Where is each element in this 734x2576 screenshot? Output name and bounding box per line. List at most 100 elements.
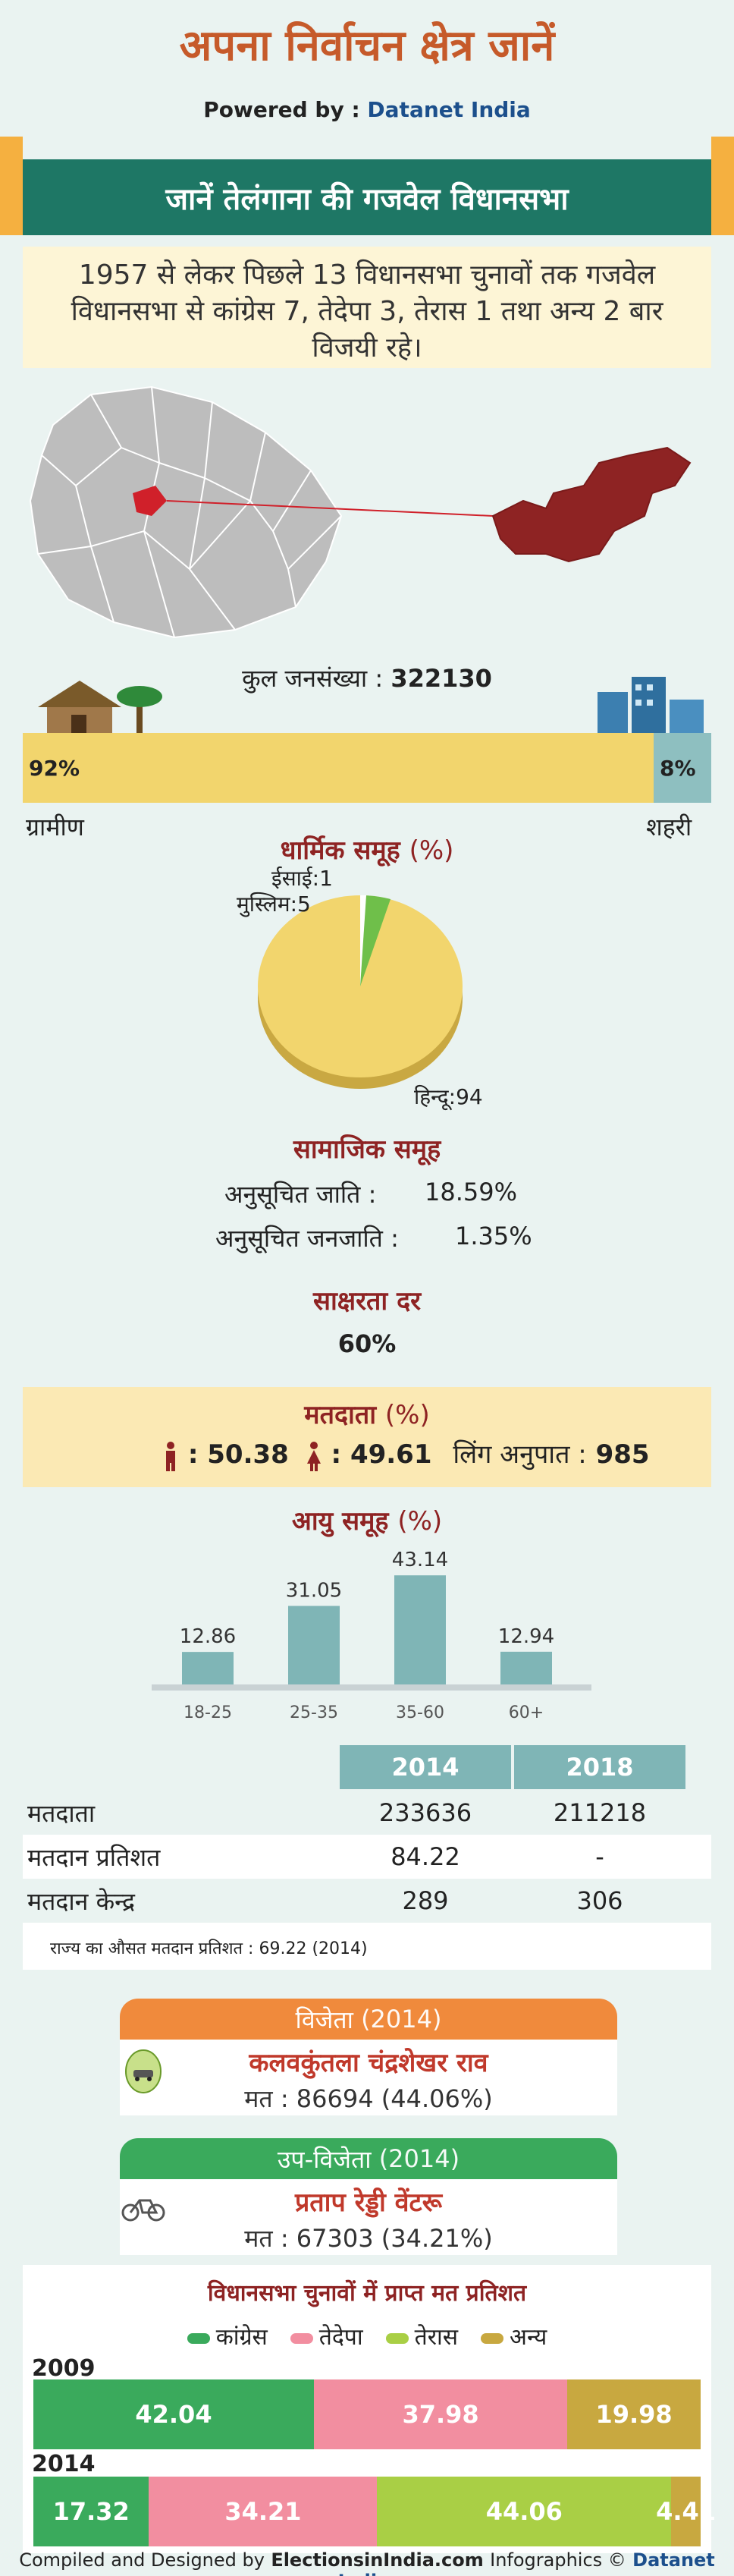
- intro-text: 1957 से लेकर पिछले 13 विधानसभा चुनावों त…: [23, 247, 711, 368]
- col-2014: 2014: [340, 1745, 511, 1789]
- winner-body: कलवकुंतला चंद्रशेखर राव मत : 86694 (44.0…: [120, 2040, 617, 2115]
- footer-infographics: Infographics ©: [490, 2549, 626, 2571]
- age-category-label: 60+: [509, 1703, 544, 1722]
- table-row: मतदाता 233636 211218: [23, 1791, 711, 1835]
- age-title-text: आयु समूह: [291, 1506, 389, 1536]
- ratio-value: 985: [595, 1439, 650, 1470]
- winner-name: कलवकुंतला चंद्रशेखर राव: [249, 2048, 488, 2078]
- age-value-label: 31.05: [286, 1580, 342, 1603]
- table-note: राज्य का औसत मतदान प्रतिशत : 69.22 (2014…: [50, 1939, 368, 1958]
- male-icon: [166, 1441, 175, 1471]
- runner-up-body: प्रताप रेड्डी वेंटरू मत : 67303 (34.21%): [120, 2179, 617, 2255]
- runner-up-card: उप-विजेता (2014) प्रताप रेड्डी वेंटरू मत…: [120, 2138, 617, 2255]
- ratio-label: लिंग अनुपात :: [453, 1439, 587, 1470]
- runner-up-name: प्रताप रेड्डी वेंटरू: [294, 2188, 443, 2218]
- sc-value: 18.59%: [425, 1178, 518, 1206]
- age-bar: [288, 1606, 340, 1684]
- runner-up-votes: मत : 67303 (34.21%): [244, 2224, 493, 2253]
- share-segment: 4.41: [656, 2477, 716, 2546]
- legend-swatch: [187, 2332, 210, 2344]
- pie-slice-muslim: [360, 895, 391, 986]
- age-bar: [500, 1651, 552, 1684]
- label-muslim: मुस्लिम:5: [237, 892, 311, 917]
- age-axis: [152, 1684, 591, 1691]
- male-value: : 50.38: [187, 1439, 289, 1470]
- winner-title: विजेता: [295, 2005, 353, 2034]
- row-value-2018: 306: [576, 1886, 623, 1915]
- city-buildings-icon: [598, 677, 704, 738]
- rural-label: ग्रामीण: [26, 813, 84, 841]
- village-hut-icon: [38, 681, 162, 738]
- legend-label: तेरास: [414, 2324, 459, 2351]
- urban-bar: 8%: [654, 733, 711, 803]
- legend-label: अन्य: [510, 2324, 547, 2351]
- sc-label: अनुसूचित जाति :: [224, 1180, 377, 1209]
- population-label: कुल जनसंख्या : 322130: [0, 662, 734, 694]
- literacy-value: 60%: [337, 1329, 397, 1358]
- age-value-label: 12.94: [498, 1625, 554, 1648]
- runner-up-header: उप-विजेता (2014): [120, 2138, 617, 2179]
- voters-title: मतदाता (%): [0, 1396, 734, 1431]
- voters-unit: (%): [384, 1400, 430, 1430]
- population-label-text: कुल जनसंख्या :: [242, 664, 384, 693]
- row-label: मतदान प्रतिशत: [27, 1842, 161, 1872]
- population-total: 322130: [391, 664, 492, 693]
- age-unit: (%): [397, 1506, 443, 1536]
- winner-votes: मत : 86694 (44.06%): [244, 2084, 493, 2113]
- vote-share-legend: कांग्रेस तेदेपा तेरास अन्य: [0, 2320, 734, 2351]
- table-note-row: राज्य का औसत मतदान प्रतिशत : 69.22 (2014…: [23, 1923, 711, 1970]
- bicycle-symbol-icon: [121, 2199, 165, 2222]
- age-bar: [394, 1575, 446, 1684]
- state-map-icon: [29, 385, 343, 639]
- age-category-label: 18-25: [184, 1703, 232, 1722]
- legend-label: तेदेपा: [318, 2324, 363, 2351]
- runner-up-title: उप-विजेता: [277, 2144, 372, 2174]
- label-christian: ईसाई:1: [271, 866, 333, 891]
- table-row: मतदान प्रतिशत 84.22 -: [23, 1835, 711, 1879]
- age-value-label: 43.14: [392, 1549, 448, 1571]
- legend-label: कांग्रेस: [215, 2324, 268, 2351]
- row-value-2018: 211218: [553, 1798, 647, 1827]
- female-icon: [306, 1441, 321, 1471]
- share-row-2009: 42.04 37.98 19.98: [33, 2379, 701, 2449]
- year-2009-label: 2009: [32, 2355, 96, 2382]
- st-label: अनुसूचित जनजाति :: [215, 1224, 399, 1253]
- st-value: 1.35%: [455, 1222, 532, 1250]
- share-row-2014: 17.32 34.21 44.06 4.41: [33, 2477, 716, 2546]
- car-symbol-icon: [125, 2049, 162, 2093]
- footer-site: ElectionsinIndia.com: [271, 2549, 484, 2571]
- legend-item: अन्य: [481, 2320, 547, 2351]
- legend-swatch: [481, 2332, 504, 2344]
- age-value-label: 12.86: [180, 1625, 236, 1648]
- age-category-label: 25-35: [290, 1703, 338, 1722]
- legend-item: तेरास: [385, 2320, 459, 2351]
- share-segment: 34.21: [149, 2477, 378, 2546]
- age-title: आयु समूह (%): [0, 1502, 734, 1537]
- voters-title-text: मतदाता: [304, 1400, 377, 1430]
- share-segment: 37.98: [313, 2379, 568, 2449]
- constituency-shape-icon: [491, 446, 692, 563]
- rural-bar: 92%: [23, 733, 654, 803]
- runner-up-year: (2014): [378, 2144, 460, 2173]
- female-value: : 49.61: [331, 1439, 432, 1470]
- row-value-2018: -: [595, 1842, 604, 1871]
- main-title: अपना निर्वाचन क्षेत्र जानें: [179, 21, 555, 71]
- powered-prefix: Powered by :: [203, 97, 360, 122]
- label-hindu: हिन्दू:94: [414, 1084, 483, 1109]
- religion-pie-chart: [258, 895, 463, 1089]
- vote-share-title: विधानसभा चुनावों में प्राप्त मत प्रतिशत: [207, 2280, 527, 2307]
- col-2018: 2018: [514, 1745, 685, 1789]
- legend-swatch: [385, 2332, 409, 2344]
- pie-slice-christian: [360, 895, 366, 986]
- age-bar: [182, 1652, 234, 1684]
- legend-item: तेदेपा: [290, 2320, 363, 2351]
- voter-stats: : 50.38 : 49.61 लिंग अनुपात : 985: [162, 1436, 650, 1471]
- share-segment: 42.04: [33, 2379, 314, 2449]
- constituency-ribbon: जानें तेलंगाना की गजवेल विधानसभा: [23, 159, 711, 235]
- social-title: सामाजिक समूह: [293, 1134, 441, 1165]
- powered-by: Powered by : Datanet India: [0, 97, 734, 122]
- powered-brand: Datanet India: [367, 97, 531, 122]
- winner-year: (2014): [361, 2005, 442, 2033]
- age-bar-chart: 12.86 18-25 31.05 25-35 43.14 35-60 12.94 60+: [152, 1549, 591, 1722]
- literacy-title: साक्षरता दर: [312, 1286, 422, 1316]
